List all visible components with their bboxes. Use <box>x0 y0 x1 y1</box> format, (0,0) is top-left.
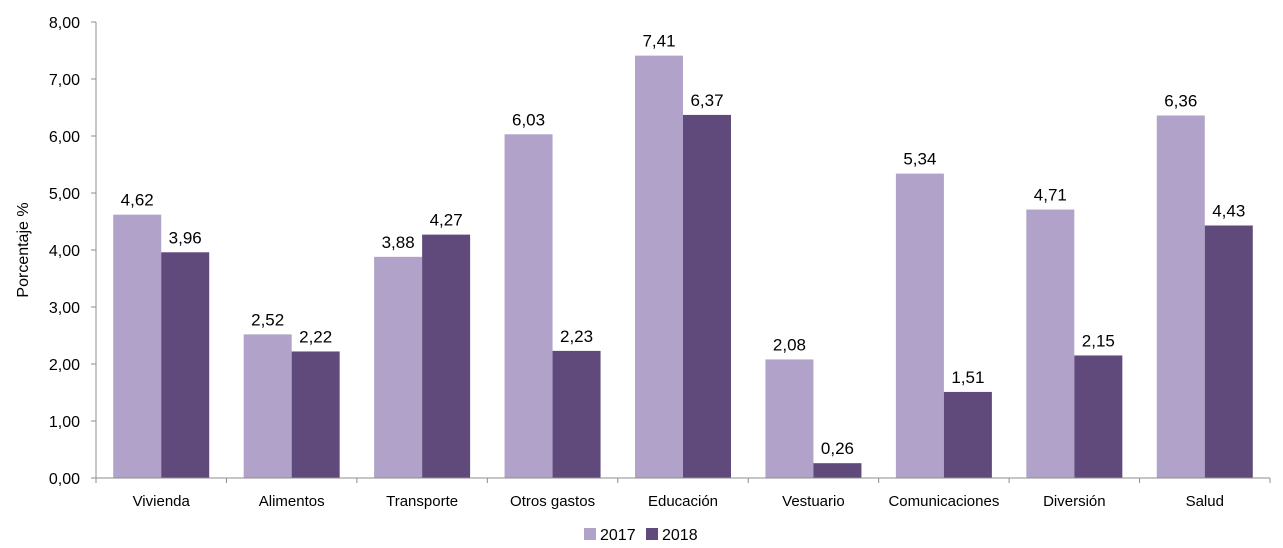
data-label: 2,08 <box>773 335 806 354</box>
legend-swatch-2018 <box>646 528 658 540</box>
data-label: 7,41 <box>642 32 675 51</box>
data-label: 4,27 <box>430 211 463 230</box>
legend-swatch-2017 <box>584 528 596 540</box>
y-tick-label: 1,00 <box>49 414 80 431</box>
x-tick-label: Comunicaciones <box>888 493 999 510</box>
bar-2018-diversión <box>1074 355 1123 478</box>
x-tick-label: Otros gastos <box>510 493 595 510</box>
data-label: 6,37 <box>690 91 723 110</box>
data-label: 6,03 <box>512 110 545 129</box>
y-tick-label: 7,00 <box>49 72 80 89</box>
data-label: 4,71 <box>1034 186 1067 205</box>
x-tick-label: Educación <box>648 493 718 510</box>
data-labels: 4,62 3,96 2,52 2,22 3,88 4,27 6,03 2,23 7,41 6,37… <box>121 32 1246 459</box>
y-tick-label: 2,00 <box>49 357 80 374</box>
bar-2018-comunicaciones <box>943 391 992 478</box>
bar-2017-vestuario <box>765 359 814 478</box>
x-axis-labels: Vivienda Alimentos Transporte Otros gastos E… <box>133 493 1224 510</box>
bar-2018-educación <box>683 114 731 478</box>
x-tick-label: Transporte <box>386 493 458 510</box>
axes <box>95 22 1271 483</box>
bar-2017-diversión <box>1026 209 1075 478</box>
data-label: 4,62 <box>121 191 154 210</box>
bar-2018-vestuario <box>813 463 862 478</box>
bar-2018-transporte <box>422 234 471 478</box>
y-tick-label: 0,00 <box>49 471 80 488</box>
bar-2017-educación <box>635 55 683 478</box>
x-tick-label: Alimentos <box>259 493 325 510</box>
data-label: 6,36 <box>1164 91 1197 110</box>
y-axis-ticks: 0,00 1,00 2,00 3,00 4,00 5,00 6,00 7,00 8,00 <box>49 15 96 488</box>
data-label: 2,23 <box>560 327 593 346</box>
y-tick-label: 5,00 <box>49 186 80 203</box>
bar-2018-salud <box>1204 225 1253 478</box>
data-label: 3,96 <box>169 228 202 247</box>
x-tick-label: Diversión <box>1043 493 1106 510</box>
x-tick-label: Vestuario <box>782 493 845 510</box>
y-tick-label: 4,00 <box>49 243 80 260</box>
data-label: 5,34 <box>903 150 936 169</box>
bar-2017-alimentos <box>243 334 292 478</box>
y-tick-label: 3,00 <box>49 300 80 317</box>
y-axis-title: Porcentaje % <box>15 202 32 297</box>
bar-2017-salud <box>1156 115 1205 478</box>
bar-2018-otros-gastos <box>552 350 601 478</box>
legend-label-2017: 2017 <box>600 527 636 544</box>
bar-2017-transporte <box>374 256 423 478</box>
y-axis-title-group: Porcentaje % <box>15 202 32 297</box>
bar-2018-vivienda <box>161 252 210 478</box>
x-tick-label: Vivienda <box>133 493 191 510</box>
data-label: 2,52 <box>251 310 284 329</box>
legend: 2017 2018 <box>584 527 698 544</box>
bar-2017-comunicaciones <box>895 173 944 478</box>
bar-2017-vivienda <box>113 214 162 478</box>
y-tick-label: 8,00 <box>49 15 80 32</box>
legend-label-2018: 2018 <box>662 527 698 544</box>
y-tick-label: 6,00 <box>49 129 80 146</box>
bars <box>113 55 1253 479</box>
bar-2018-alimentos <box>291 351 340 478</box>
data-label: 3,88 <box>382 233 415 252</box>
data-label: 1,51 <box>951 368 984 387</box>
x-tick-label: Salud <box>1186 493 1224 510</box>
bar-2017-otros-gastos <box>504 134 553 479</box>
data-label: 2,15 <box>1082 331 1115 350</box>
data-label: 2,22 <box>299 327 332 346</box>
data-label: 0,26 <box>821 439 854 458</box>
data-label: 4,43 <box>1212 201 1245 220</box>
